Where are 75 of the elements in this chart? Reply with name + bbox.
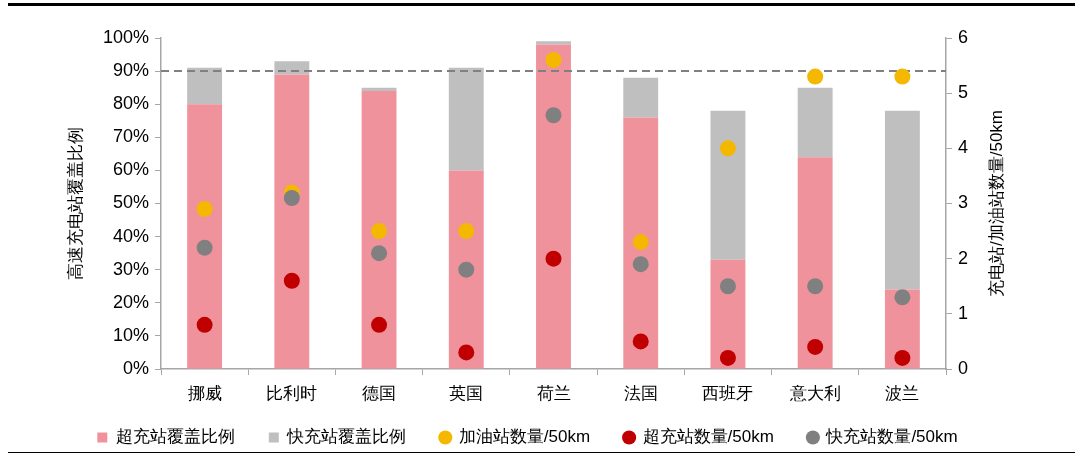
x-tick-label: 德国 [362,383,397,403]
point [807,278,824,295]
bar [797,87,833,158]
y2-tick-label: 5 [958,82,969,103]
point [371,223,388,240]
x-tick-label: 波兰 [885,383,920,403]
x-tick-label: 挪威 [187,383,222,403]
point [371,245,388,262]
y2-tick-label: 4 [958,137,969,158]
y-tick-label: 40% [112,225,149,246]
point [894,68,911,85]
bar [536,41,571,45]
point [719,349,736,366]
bar [361,87,397,91]
x-tick-label: 比利时 [266,383,318,403]
y2-tick-label: 6 [958,26,969,47]
point [545,107,562,124]
y-tick-label: 60% [112,159,149,180]
x-tick-label: 意大利 [788,383,841,403]
y-tick-label: 50% [112,192,149,213]
point [719,278,736,295]
y-axis-title: 高速充电站覆盖比例 [65,127,85,280]
point [196,316,213,333]
y2-tick-label: 3 [958,192,969,213]
bar [361,90,397,369]
point [458,344,475,361]
y2-axis-title: 充电站/加油站数量/50km [986,109,1006,298]
x-tick-label: 英国 [449,383,484,403]
legend-label: 加油站数量/50km [458,427,591,447]
point [894,349,911,366]
bar [448,170,484,369]
bar [187,104,223,369]
point [632,234,649,251]
x-tick-label: 西班牙 [702,383,754,403]
point [807,338,824,355]
y2-tick-label: 2 [958,247,969,268]
y-tick-label: 90% [112,60,149,81]
point [894,289,911,306]
y-tick-label: 0% [122,357,149,378]
point [196,201,213,218]
point [545,250,562,267]
bar [623,117,659,369]
point [719,140,736,157]
legend-label: 超充站覆盖比例 [115,427,235,447]
y-tick-label: 80% [112,93,149,114]
point [632,256,649,273]
legend-label: 超充站数量/50km [642,427,774,447]
bar [710,110,746,260]
bar [884,110,920,290]
point [371,316,388,333]
bar [797,157,833,369]
bar [448,67,484,171]
point [283,189,300,206]
point [196,239,213,256]
bar [623,77,659,118]
bar [274,74,310,369]
point [632,333,649,350]
y-tick-label: 30% [112,258,149,279]
y2-tick-label: 1 [958,302,969,323]
point [807,68,824,85]
legend-label: 快充站覆盖比例 [286,427,407,447]
y2-tick-label: 0 [958,357,969,378]
y-tick-label: 70% [112,126,149,147]
bar [536,44,571,369]
y-tick-label: 20% [112,291,149,312]
legend-label: 快充站数量/50km [825,427,958,447]
y-tick-label: 100% [102,26,149,47]
x-tick-label: 法国 [623,383,658,403]
point [458,261,475,278]
x-tick-label: 荷兰 [536,383,571,403]
point [458,223,475,240]
point [283,272,300,289]
y-tick-label: 10% [112,324,149,345]
bar [187,67,223,105]
point [545,52,562,69]
